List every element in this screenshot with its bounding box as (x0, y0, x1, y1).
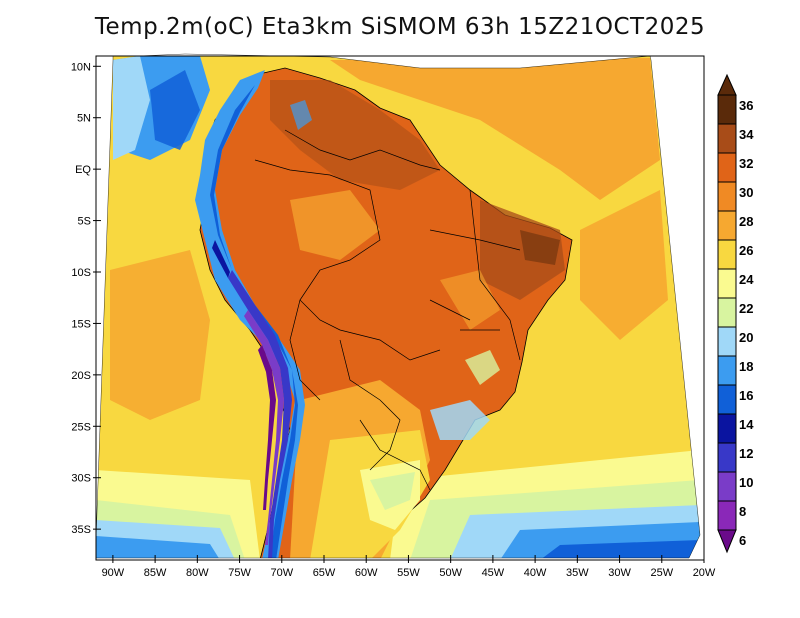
lon-tick-label: 85W (144, 567, 167, 579)
bolivia-border (289, 299, 321, 401)
colorbar-segment (717, 384, 737, 415)
colorbar-segment (717, 239, 737, 270)
lon-tick-label: 20W (693, 567, 716, 579)
colorbar-segment (717, 297, 737, 328)
south-atlantic-16 (540, 540, 700, 558)
colorbar-segment (717, 355, 737, 386)
atlantic-warm-area (330, 58, 660, 200)
nw-pacific-cool-2 (113, 56, 150, 160)
lat-tick-label: 10S (71, 267, 91, 279)
lon-tick-label: 55W (397, 567, 420, 579)
lon-tick-label: 70W (270, 567, 293, 579)
brazil-states (429, 189, 521, 361)
colorbar-label: 34 (739, 127, 754, 142)
latitude-axis: 10N 5N EQ 5S 10S 15S 20S 25S 30S 35S (71, 61, 101, 536)
colorbar-segment (717, 210, 737, 241)
lon-tick-label: 60W (355, 567, 378, 579)
lon-tick-label: 65W (313, 567, 336, 579)
minas-highlands-22 (465, 350, 500, 385)
colorbar-arrow-top (717, 73, 737, 96)
southeast-highlands-20 (430, 400, 490, 440)
colorbar-label: 20 (739, 330, 753, 345)
colorbar-segment (717, 94, 737, 125)
colorbar-segment (717, 442, 737, 473)
lon-tick-label: 35W (566, 567, 589, 579)
lon-tick-label: 30W (608, 567, 631, 579)
colorbar-segment (717, 181, 737, 212)
colorbar-label: 32 (739, 156, 753, 171)
northeast-hot-core (480, 200, 565, 300)
lon-tick-label: 90W (102, 567, 125, 579)
colorbar-label: 12 (739, 446, 753, 461)
lat-tick-label: 30S (71, 473, 91, 485)
lon-tick-label: 80W (186, 567, 209, 579)
lon-tick-label: 75W (228, 567, 251, 579)
colorbar-label: 14 (739, 417, 754, 432)
andes-12 (228, 270, 292, 558)
temperature-field (96, 56, 700, 558)
nw-pacific-cool-3 (150, 70, 200, 150)
colorbar-label: 28 (739, 214, 753, 229)
colorbar-label: 22 (739, 301, 753, 316)
brazil-border-north (284, 129, 441, 171)
lon-tick-label: 25W (650, 567, 673, 579)
lat-tick-label: 35S (71, 524, 91, 536)
andes-6 (258, 345, 276, 510)
uruguay-border (359, 419, 431, 491)
pacific-warm-area (110, 250, 210, 420)
interior-patch-2 (440, 270, 500, 330)
colorbar-label: 18 (739, 359, 753, 374)
colorbar-arrow-bottom (717, 529, 737, 554)
colorbar-label: 36 (739, 98, 753, 113)
interior-patch-1 (290, 190, 380, 260)
lat-tick-label: EQ (75, 164, 91, 176)
andes-10 (244, 310, 284, 545)
colorbar: 36 34 32 30 28 26 24 22 20 18 16 14 12 10 8 6 (717, 73, 754, 554)
brazil-border-west (254, 159, 441, 361)
uruguay-22 (370, 472, 415, 510)
lat-tick-label: 20S (71, 370, 91, 382)
colorbar-segment (717, 413, 737, 444)
lat-tick-label: 5N (77, 113, 91, 125)
plot-frame-border (95, 55, 705, 561)
guiana-cool-spot (290, 100, 312, 130)
colorbar-label: 16 (739, 388, 753, 403)
lat-tick-label: 25S (71, 421, 91, 433)
map-title: Temp.2m(oC) Eta3km SiSMOM 63h 15Z21OCT20… (94, 14, 706, 40)
longitude-axis: 90W 85W 80W 75W 70W 65W 60W 55W 50W 45W 40W 35W 30W 2… (102, 555, 716, 579)
colorbar-label: 8 (739, 504, 746, 519)
lon-tick-label: 45W (482, 567, 505, 579)
andes-14 (212, 240, 230, 278)
colorbar-label: 26 (739, 243, 753, 258)
colorbar-segment (717, 268, 737, 299)
lat-tick-label: 15S (71, 318, 91, 330)
colorbar-segment (717, 500, 737, 531)
colorbar-label: 6 (739, 533, 746, 548)
colorbar-label: 10 (739, 475, 753, 490)
colorbar-label: 30 (739, 185, 753, 200)
lon-tick-label: 50W (439, 567, 462, 579)
lat-tick-label: 10N (71, 61, 91, 73)
colorbar-segment (717, 152, 737, 183)
colorbar-segment (717, 326, 737, 357)
colorbar-segment (717, 123, 737, 154)
country-borders (254, 129, 521, 491)
colorbar-segment (717, 471, 737, 502)
north-hot-core (270, 80, 440, 190)
northeast-36-core (520, 230, 560, 265)
south-pacific-18 (96, 536, 220, 558)
atlantic-warm-area-2 (580, 190, 668, 340)
colorbar-label: 24 (739, 272, 754, 287)
lat-tick-label: 5S (78, 216, 91, 228)
lon-tick-label: 40W (524, 567, 547, 579)
